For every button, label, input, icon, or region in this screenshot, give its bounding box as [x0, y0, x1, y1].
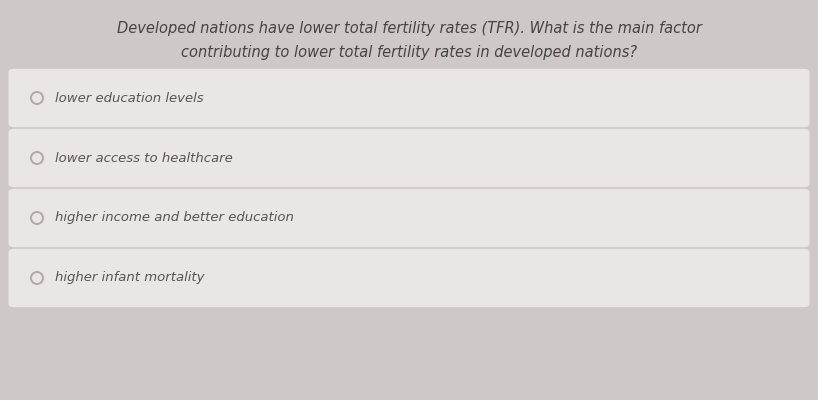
Text: contributing to lower total fertility rates in developed nations?: contributing to lower total fertility ra…	[181, 44, 637, 60]
Text: higher infant mortality: higher infant mortality	[55, 272, 204, 284]
Circle shape	[30, 211, 44, 225]
Circle shape	[32, 213, 42, 223]
Circle shape	[30, 151, 44, 165]
Text: lower access to healthcare: lower access to healthcare	[55, 152, 233, 164]
Circle shape	[30, 271, 44, 285]
Circle shape	[32, 273, 42, 283]
FancyBboxPatch shape	[8, 129, 810, 187]
FancyBboxPatch shape	[8, 189, 810, 247]
Text: lower education levels: lower education levels	[55, 92, 204, 104]
FancyBboxPatch shape	[8, 249, 810, 307]
Circle shape	[30, 91, 44, 105]
Text: higher income and better education: higher income and better education	[55, 212, 294, 224]
Circle shape	[32, 93, 42, 103]
Text: Developed nations have lower total fertility rates (TFR). What is the main facto: Developed nations have lower total ferti…	[116, 20, 702, 36]
Circle shape	[32, 153, 42, 163]
FancyBboxPatch shape	[8, 69, 810, 127]
